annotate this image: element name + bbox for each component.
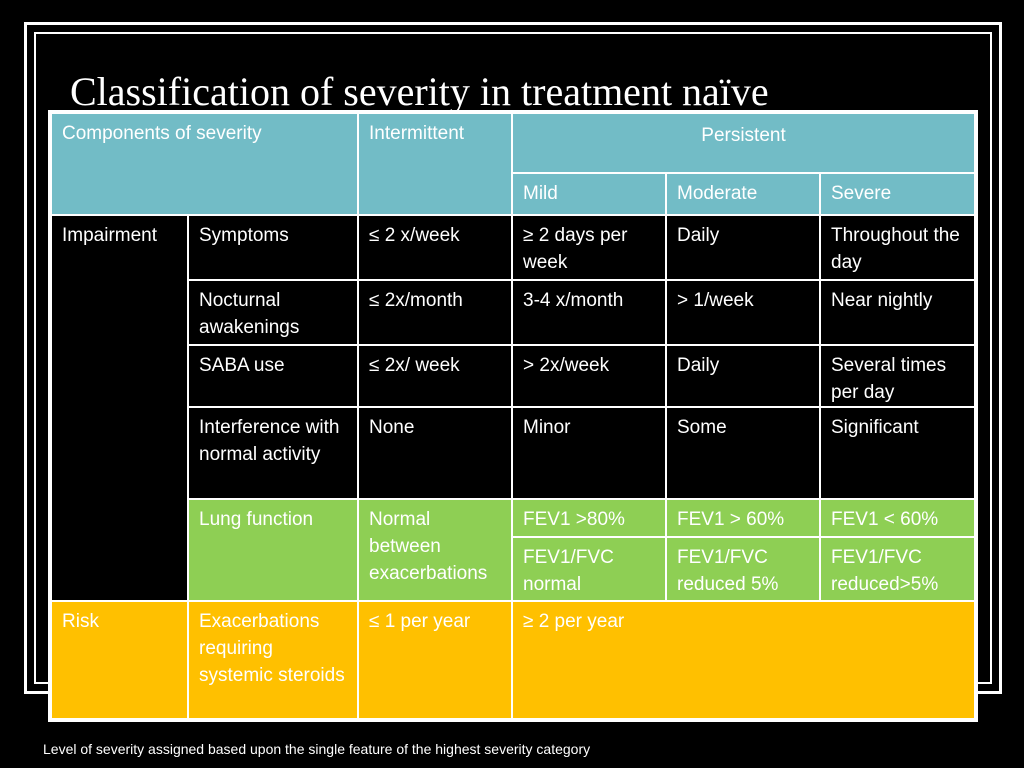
cell-intermittent: ≤ 2 x/week xyxy=(357,214,513,281)
row-name-saba: SABA use xyxy=(187,344,359,408)
severity-table: Components of severity Intermittent Pers… xyxy=(47,110,979,722)
cell-fev1-moderate: FEV1 > 60% xyxy=(665,498,821,538)
cell-lung-intermittent: Normal between exacerbations xyxy=(357,498,513,602)
cell-mild: ≥ 2 days per week xyxy=(511,214,667,281)
cell-mild: 3-4 x/month xyxy=(511,279,667,346)
cell-moderate: Daily xyxy=(665,344,821,408)
cell-intermittent: ≤ 2x/month xyxy=(357,279,513,346)
row-name-exacerbations: Exacerbations requiring systemic steroid… xyxy=(187,600,359,720)
impairment-label: Impairment xyxy=(50,214,189,602)
cell-fev1-mild: FEV1 >80% xyxy=(511,498,667,538)
header-row-sub: Mild Moderate Severe xyxy=(51,172,977,216)
table-row-saba: SABA use ≤ 2x/ week > 2x/week Daily Seve… xyxy=(51,344,977,408)
row-name-symptoms: Symptoms xyxy=(187,214,359,281)
header-intermittent: Intermittent xyxy=(357,112,513,216)
table-row-lung-fev1: Lung function Normal between exacerbatio… xyxy=(51,498,977,602)
cell-fev1fvc-moderate: FEV1/FVC reduced 5% xyxy=(665,536,821,602)
cell-risk-intermittent: ≤ 1 per year xyxy=(357,600,513,720)
cell-moderate: > 1/week xyxy=(665,279,821,346)
cell-risk-persistent: ≥ 2 per year xyxy=(510,600,977,720)
table-row-lung-fev1fvc: FEV1/FVC normal FEV1/FVC reduced 5% FEV1… xyxy=(51,536,977,602)
cell-severe: Significant xyxy=(818,406,977,500)
cell-mild: > 2x/week xyxy=(511,344,667,408)
header-severe: Severe xyxy=(818,172,977,216)
table-row-nocturnal: Nocturnal awakenings ≤ 2x/month 3-4 x/mo… xyxy=(51,279,977,346)
risk-label: Risk xyxy=(50,600,189,720)
header-components: Components of severity xyxy=(50,112,359,216)
slide-title: Classification of severity in treatment … xyxy=(70,69,769,114)
cell-intermittent: ≤ 2x/ week xyxy=(357,344,513,408)
header-moderate: Moderate xyxy=(665,172,821,216)
cell-fev1fvc-mild: FEV1/FVC normal xyxy=(511,536,667,602)
table-row-interference: Interference with normal activity None M… xyxy=(51,406,977,500)
cell-moderate: Daily xyxy=(665,214,821,281)
cell-mild: Minor xyxy=(511,406,667,500)
cell-fev1-severe: FEV1 < 60% xyxy=(818,498,977,538)
row-name-lung-function: Lung function xyxy=(187,498,359,602)
row-name-nocturnal: Nocturnal awakenings xyxy=(187,279,359,346)
cell-severe: Near nightly xyxy=(818,279,977,346)
cell-intermittent: None xyxy=(357,406,513,500)
table-row-risk: Risk Exacerbations requiring systemic st… xyxy=(50,600,977,720)
cell-severe: Several times per day xyxy=(818,344,977,408)
table-row-symptoms: Impairment Symptoms ≤ 2 x/week ≥ 2 days … xyxy=(50,214,977,602)
header-mild: Mild xyxy=(511,172,667,216)
header-persistent: Persistent xyxy=(510,112,977,174)
row-name-interference: Interference with normal activity xyxy=(187,406,359,500)
cell-moderate: Some xyxy=(665,406,821,500)
footnote: Level of severity assigned based upon th… xyxy=(43,741,591,757)
header-row-top: Components of severity Intermittent Pers… xyxy=(50,112,977,216)
cell-severe: Throughout the day xyxy=(818,214,977,281)
cell-fev1fvc-severe: FEV1/FVC reduced>5% xyxy=(818,536,977,602)
